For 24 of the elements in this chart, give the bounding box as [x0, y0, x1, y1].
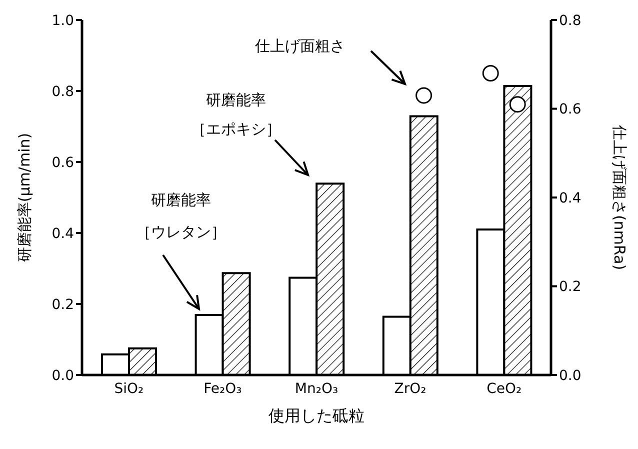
y-tick-label: 0.4: [52, 226, 74, 242]
x-tick-label: Mn₂O₃: [294, 380, 338, 397]
y-tick-label: 1.0: [52, 12, 74, 29]
y2-tick-label: 0.6: [559, 102, 582, 118]
annotation: 研磨能率: [151, 191, 211, 209]
x-tick-label: ZrO₂: [394, 380, 426, 397]
annotation: ［ウレタン］: [136, 223, 226, 241]
y2-tick-label: 0.4: [559, 190, 582, 206]
y-tick-label: 0.6: [52, 154, 74, 171]
x-tick-label: CeO₂: [486, 380, 522, 397]
y-tick-label: 0.0: [52, 368, 74, 384]
annotation: 研磨能率: [206, 91, 266, 109]
x-tick-label: Fe₂O₃: [204, 380, 242, 397]
y2-tick-label: 0.2: [559, 279, 582, 296]
annotation: 仕上げ面粗さ: [254, 37, 345, 55]
y-tick-label: 0.2: [52, 296, 74, 313]
y2-tick-label: 0.0: [559, 368, 582, 384]
y-axis-title: 研磨能率(μm/min): [15, 132, 34, 262]
x-axis-title: 使用した砥粒: [268, 406, 364, 425]
y-tick-label: 0.8: [52, 84, 74, 100]
y2-tick-label: 0.8: [559, 12, 582, 29]
x-tick-label: SiO₂: [114, 380, 144, 397]
annotation: ［エポキシ］: [191, 120, 281, 138]
y2-axis-title: 仕上げ面粗さ(nmRa): [610, 124, 629, 270]
